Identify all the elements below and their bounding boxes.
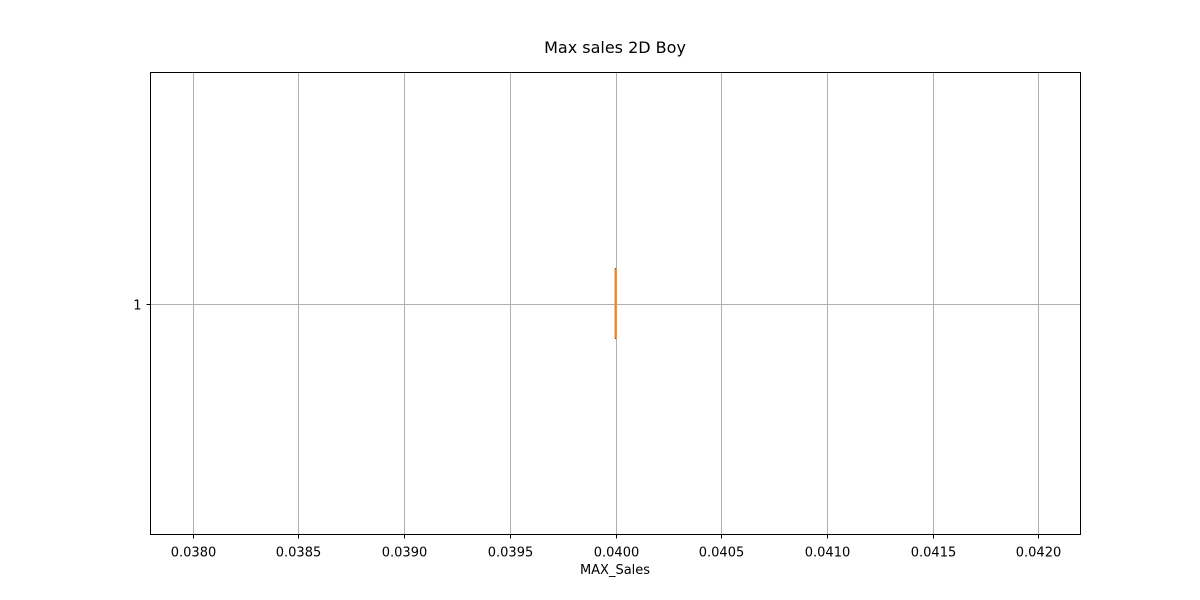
x-tick-label: 0.0380 xyxy=(171,546,217,561)
x-tick-label: 0.0390 xyxy=(382,546,428,561)
x-tick-label: 0.0415 xyxy=(911,546,957,561)
x-axis-title: MAX_Sales xyxy=(580,563,650,578)
x-tick-label: 0.0420 xyxy=(1016,546,1062,561)
y-tick-label: 1 xyxy=(133,299,141,314)
x-tick-label: 0.0395 xyxy=(488,546,534,561)
tick-layer: 0.0380 0.0385 0.0390 0.0395 0.0400 0.0405 0.04… xyxy=(133,299,1061,561)
x-tick-label: 0.0385 xyxy=(276,546,322,561)
x-tick-label: 0.0410 xyxy=(805,546,851,561)
chart-title: Max sales 2D Boy xyxy=(544,38,686,57)
x-tick-label: 0.0400 xyxy=(594,546,640,561)
plot-frame xyxy=(150,72,1081,535)
x-tick-label: 0.0405 xyxy=(699,546,745,561)
